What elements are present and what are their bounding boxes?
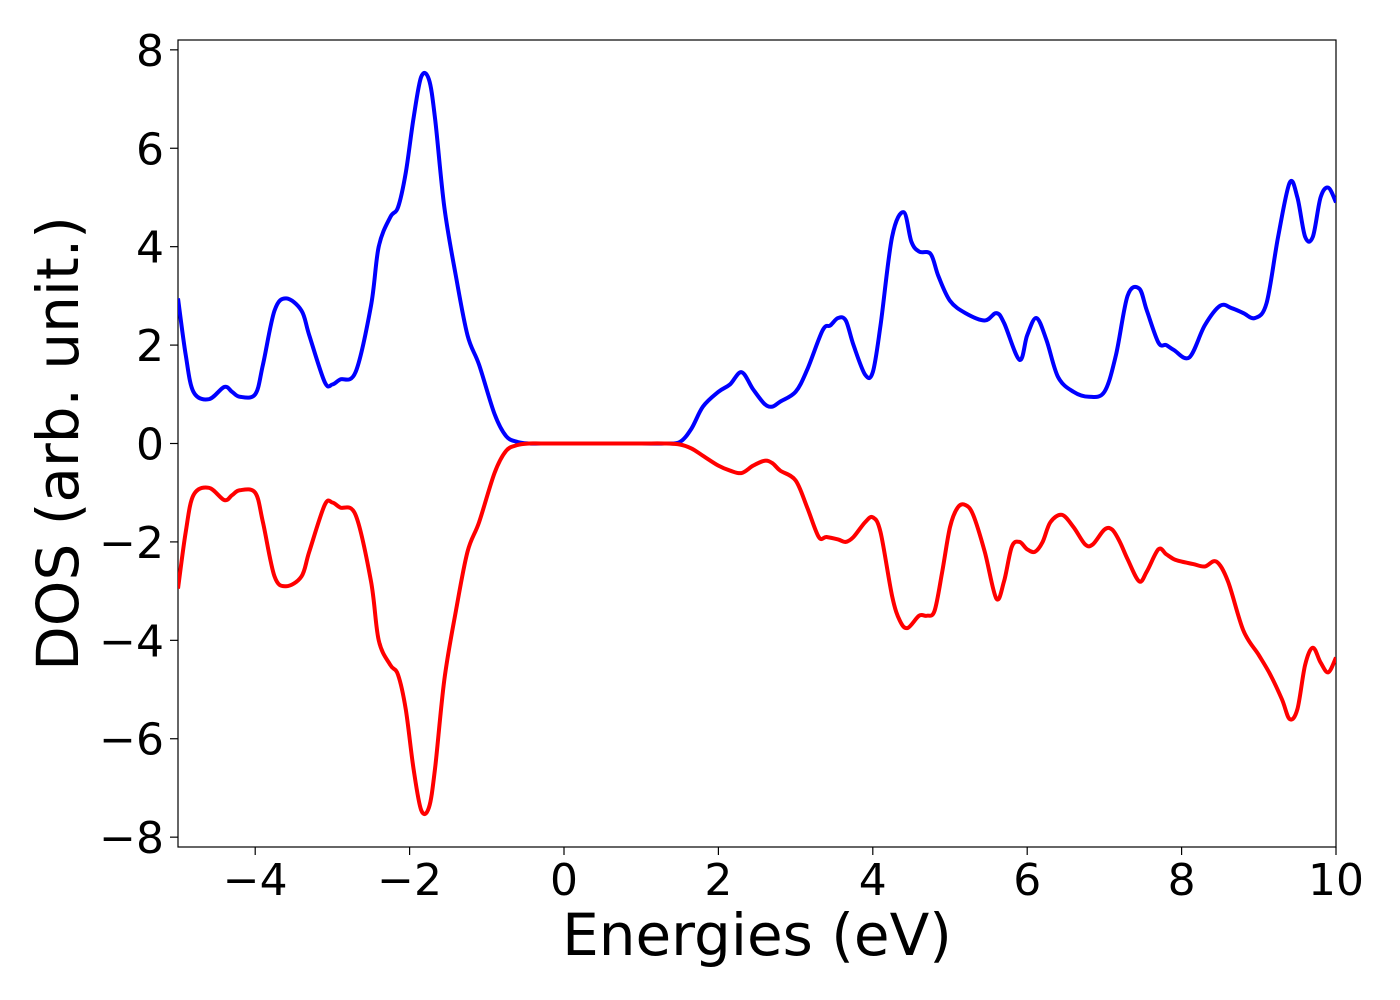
x-tick-label: 6	[1013, 855, 1041, 906]
series-layer	[178, 70, 1336, 817]
y-tick-label: 0	[136, 420, 164, 471]
y-tick-label: 6	[136, 124, 164, 175]
series-line-spin-down	[178, 441, 1336, 817]
x-tick-label: 2	[704, 855, 732, 906]
plot-area	[177, 39, 1337, 848]
plot-frame	[177, 39, 1337, 848]
x-tick-label: 0	[550, 855, 578, 906]
x-tick-label: 4	[859, 855, 887, 906]
y-tick-label: −2	[99, 518, 164, 569]
y-tick-label: 4	[136, 223, 164, 274]
x-tick-label: −2	[377, 855, 442, 906]
y-tick-label: −4	[99, 616, 164, 667]
x-tick-label: −4	[223, 855, 288, 906]
y-tick-label: 8	[136, 26, 164, 77]
y-axis-ticks: −8 −6 −4 −2 0 2 4 6 8	[99, 26, 178, 864]
y-tick-label: −6	[99, 715, 164, 766]
x-axis-label: Energies (eV)	[562, 901, 952, 969]
y-tick-label: 2	[136, 321, 164, 372]
x-tick-label: 10	[1308, 855, 1364, 906]
y-axis-label: DOS (arb. unit.)	[24, 216, 92, 671]
x-axis-ticks: −4 −2 0 2 4 6 8 10	[223, 847, 1364, 906]
series-line-spin-up	[178, 70, 1336, 446]
y-tick-label: −8	[99, 813, 164, 864]
x-tick-label: 8	[1168, 855, 1196, 906]
